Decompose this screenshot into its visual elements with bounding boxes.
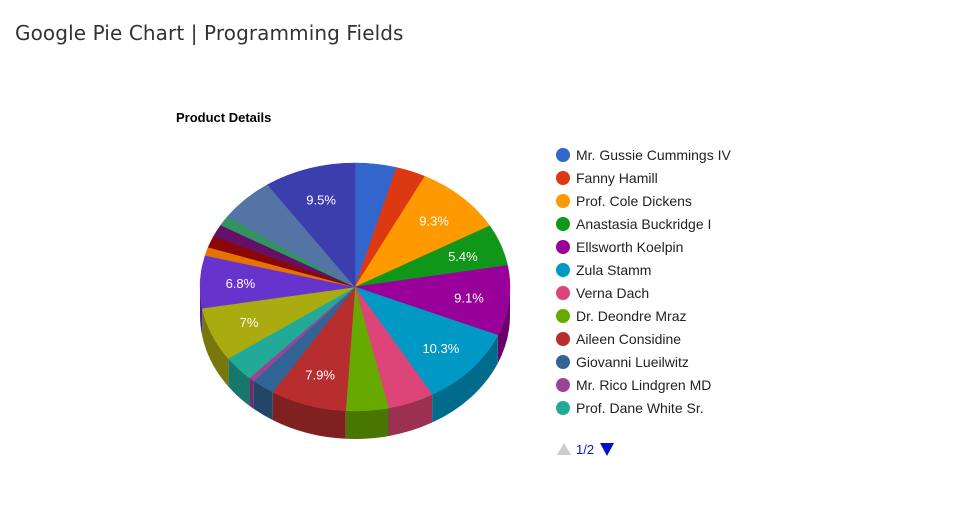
- pie-slice-percent-label: 6.8%: [226, 276, 256, 291]
- legend-label: Aileen Considine: [576, 331, 682, 347]
- legend-color-dot: [556, 217, 570, 231]
- pie-slice-percent-label: 9.5%: [306, 192, 336, 207]
- pie-slice[interactable]: [267, 162, 356, 288]
- triangle-down-icon[interactable]: [600, 443, 614, 456]
- pie-slice-side: [253, 381, 273, 421]
- legend-color-dot: [556, 309, 570, 323]
- legend-color-dot: [556, 286, 570, 300]
- legend-label: Ellsworth Koelpin: [576, 239, 684, 255]
- legend-label: Giovanni Lueilwitz: [576, 354, 689, 370]
- pie-slice[interactable]: [354, 175, 491, 288]
- legend-label: Verna Dach: [576, 285, 650, 301]
- legend-color-dot: [556, 194, 570, 208]
- triangle-up-icon: [557, 443, 571, 455]
- legend-color-dot: [556, 355, 570, 369]
- pie-slice-percent-label: 9.1%: [454, 290, 484, 305]
- legend-label: Mr. Gussie Cummings IV: [576, 147, 731, 163]
- page-title: Google Pie Chart | Programming Fields: [15, 21, 404, 45]
- pie-slice-percent-label: 5.4%: [448, 249, 478, 264]
- legend-color-dot: [556, 171, 570, 185]
- legend-color-dot: [556, 378, 570, 392]
- legend-label: Dr. Deondre Mraz: [576, 308, 687, 324]
- pie-slice-side: [388, 394, 433, 437]
- pie-slice-side: [249, 377, 254, 410]
- legend-label: Mr. Rico Lindgren MD: [576, 377, 712, 393]
- pie-slice-percent-label: 7%: [240, 315, 259, 330]
- legend-label: Anastasia Buckridge I: [576, 216, 712, 232]
- pie-slice-side: [202, 308, 229, 387]
- legend-color-dot: [556, 332, 570, 346]
- pie-slice[interactable]: [354, 286, 499, 395]
- pie-slice-percent-label: 9.3%: [419, 214, 449, 229]
- legend-color-dot: [556, 263, 570, 277]
- legend-label: Zula Stamm: [576, 262, 652, 278]
- legend-page-indicator: 1/2: [576, 442, 595, 457]
- pie-slice-labels: 9.3% 5.4% 9.1% 10.3% 7.9% 7% 6.8% 9.5%: [226, 192, 485, 382]
- legend-label: Prof. Dane White Sr.: [576, 400, 704, 416]
- legend-label: Prof. Cole Dickens: [576, 193, 692, 209]
- pie-slice-side: [497, 287, 510, 364]
- pie-slice-percent-label: 7.9%: [305, 367, 335, 382]
- legend-color-dot: [556, 401, 570, 415]
- pie-side-walls: [200, 287, 510, 439]
- pie-slice-side: [228, 358, 250, 406]
- legend-color-dot: [556, 240, 570, 254]
- pie-slice-percent-label: 10.3%: [422, 341, 459, 356]
- pie-slice[interactable]: [354, 265, 511, 336]
- pie-slice-side: [432, 335, 498, 423]
- chart-title: Product Details: [176, 110, 272, 125]
- pie-slice-side: [345, 408, 389, 439]
- legend-label: Fanny Hamill: [576, 170, 658, 186]
- pie-slices: [199, 162, 511, 412]
- pie-slice-side: [272, 392, 346, 439]
- legend-color-dot: [556, 148, 570, 162]
